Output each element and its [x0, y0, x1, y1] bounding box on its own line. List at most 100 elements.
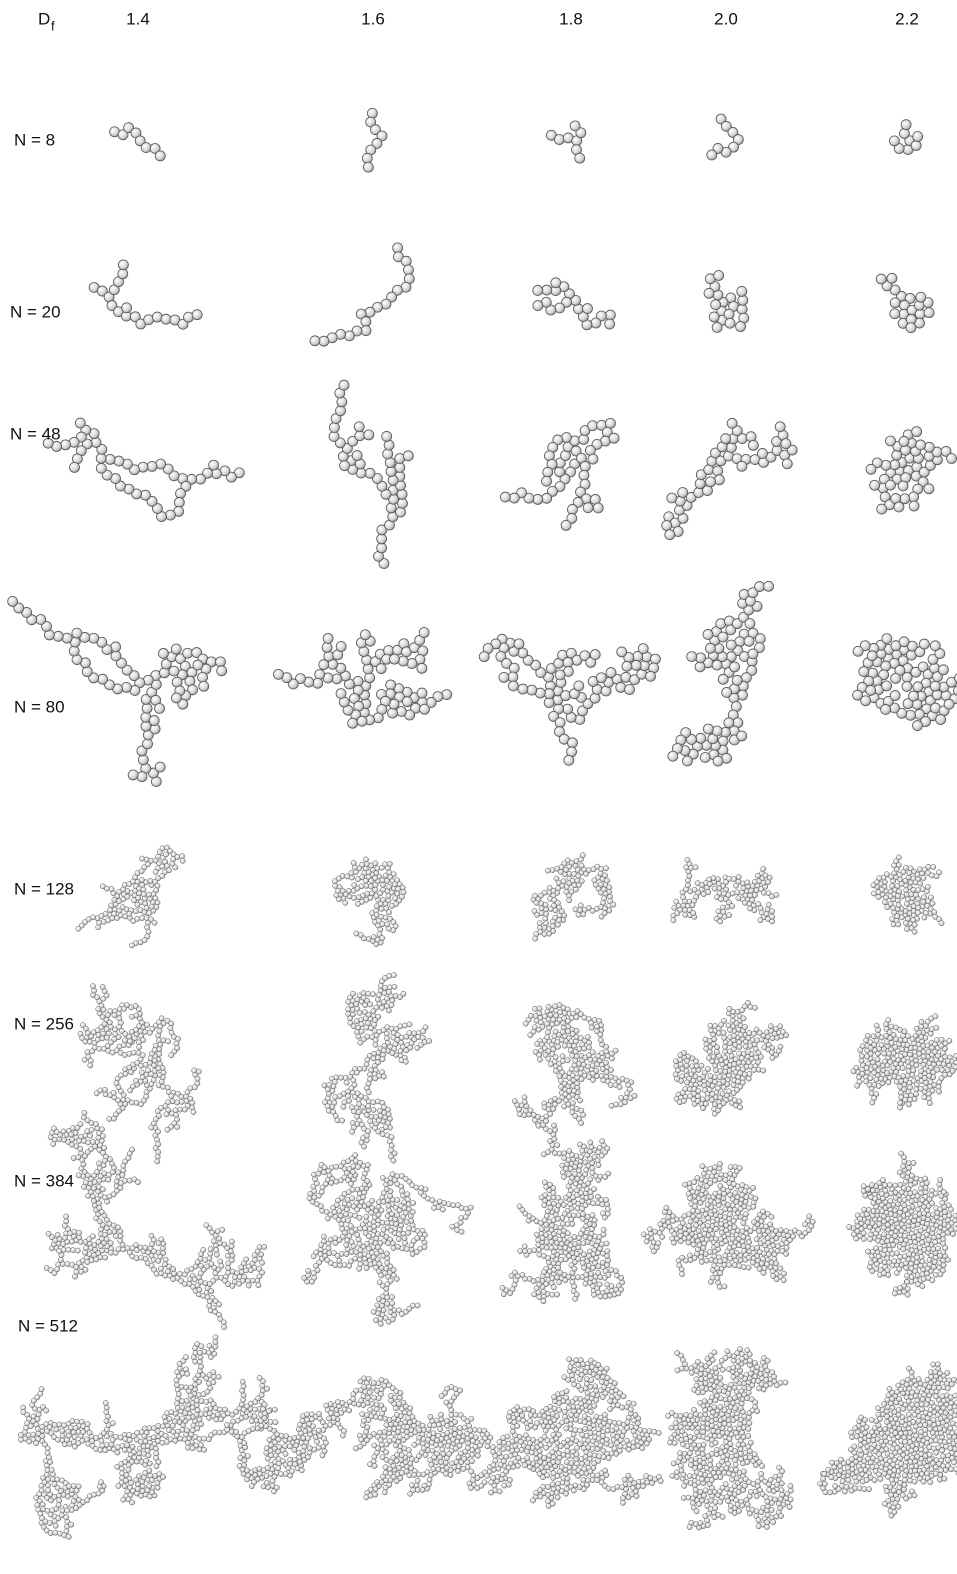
particle [932, 1260, 937, 1265]
particle [760, 1209, 765, 1214]
particle [895, 893, 900, 898]
particle [674, 899, 679, 904]
particle [56, 1262, 61, 1267]
particle [609, 1103, 614, 1108]
particle [380, 1220, 385, 1225]
particle [533, 285, 543, 295]
particle [741, 886, 746, 891]
particle [163, 1257, 168, 1262]
particle [856, 1075, 861, 1080]
particle [583, 503, 593, 513]
particle [604, 1241, 609, 1246]
particle [579, 1155, 584, 1160]
particle [882, 900, 887, 905]
particle [325, 1087, 330, 1092]
particle [174, 1401, 179, 1406]
particle [323, 633, 333, 643]
particle [340, 873, 345, 878]
particle [127, 1039, 132, 1044]
particle [403, 1240, 408, 1245]
particle [390, 1050, 395, 1055]
particle [99, 1438, 104, 1443]
particle [925, 1217, 930, 1222]
particle [854, 1083, 859, 1088]
particle [589, 1194, 594, 1199]
particle [537, 1057, 542, 1062]
particle [541, 1299, 546, 1304]
particle [549, 1240, 554, 1245]
particle [541, 1289, 546, 1294]
particle [21, 1405, 26, 1410]
particle [88, 1133, 93, 1138]
particle [246, 1283, 251, 1288]
particle [353, 1256, 358, 1261]
particle [705, 643, 715, 653]
particle [500, 1285, 505, 1290]
aggregate [322, 972, 432, 1163]
particle [911, 1068, 916, 1073]
particle [780, 1029, 785, 1034]
particle [415, 1045, 420, 1050]
particle [613, 1048, 618, 1053]
particle [703, 1101, 708, 1106]
particle [905, 1292, 910, 1297]
particle [209, 460, 219, 470]
particle [858, 1216, 863, 1221]
particle [417, 688, 427, 698]
particle [899, 129, 909, 139]
particle [350, 1196, 355, 1201]
particle [196, 474, 206, 484]
particle [340, 461, 350, 471]
particle [866, 464, 876, 474]
particle [939, 1067, 944, 1072]
particle [771, 1232, 776, 1237]
particle [605, 319, 615, 329]
particle [412, 1031, 417, 1036]
particle [560, 1054, 565, 1059]
particle [91, 1198, 96, 1203]
particle [898, 1210, 903, 1215]
particle [579, 1190, 584, 1195]
particle [763, 873, 768, 878]
particle [216, 1302, 221, 1307]
particle [551, 278, 561, 288]
particle [938, 1272, 943, 1277]
particle [748, 649, 758, 659]
particle [122, 303, 132, 313]
particle [662, 521, 672, 531]
particle [699, 1259, 704, 1264]
particle [365, 1057, 370, 1062]
particle [366, 1104, 371, 1109]
particle [403, 451, 413, 461]
particle [121, 1006, 126, 1011]
particle [385, 1260, 390, 1265]
particle [567, 738, 577, 748]
particle [366, 1246, 371, 1251]
particle [386, 1203, 391, 1208]
particle [102, 1158, 107, 1163]
particle [129, 1014, 134, 1019]
particle [589, 1025, 594, 1030]
particle [742, 1024, 747, 1029]
particle [90, 1139, 95, 1144]
particle [738, 1032, 743, 1037]
particle [870, 1188, 875, 1193]
particle [717, 1176, 722, 1181]
particle [555, 467, 565, 477]
particle [410, 1303, 415, 1308]
particle [550, 1292, 555, 1297]
particle [349, 1181, 354, 1186]
particle [155, 1154, 160, 1159]
particle [755, 873, 760, 878]
particle [334, 1164, 339, 1169]
particle [885, 436, 895, 446]
particle [18, 1437, 23, 1442]
particle [85, 1050, 90, 1055]
particle [208, 1246, 213, 1251]
particle [708, 1073, 713, 1078]
particle [182, 1281, 187, 1286]
particle [751, 1185, 756, 1190]
particle [882, 634, 892, 644]
particle [169, 1021, 174, 1026]
particle [917, 867, 922, 872]
